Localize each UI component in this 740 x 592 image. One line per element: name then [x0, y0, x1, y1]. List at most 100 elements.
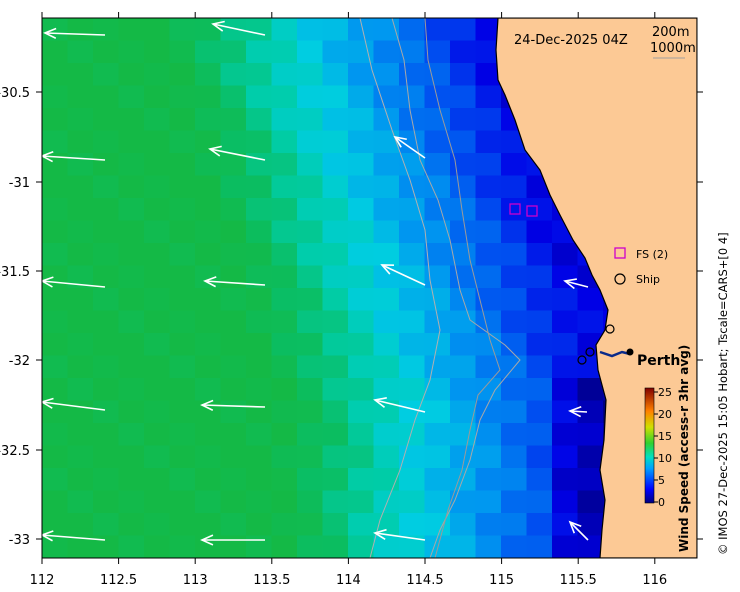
x-tick-label: 114.5: [406, 573, 443, 588]
wind-cell: [424, 243, 451, 266]
wind-cell: [297, 468, 323, 491]
timestamp: 24-Dec-2025 04Z: [514, 33, 628, 48]
wind-cell: [93, 355, 119, 379]
wind-cell: [322, 265, 349, 289]
wind-cell: [93, 153, 119, 176]
wind-cell: [399, 535, 425, 558]
wind-cell: [526, 423, 553, 446]
wind-cell: [220, 108, 247, 131]
wind-cell: [552, 400, 578, 424]
wind-cell: [373, 220, 400, 244]
wind-cell: [144, 288, 170, 311]
wind-arrow: [393, 135, 426, 159]
wind-arrow: [373, 528, 426, 541]
wind-cell: [475, 85, 502, 109]
wind-cell: [424, 63, 451, 86]
plot-frame: [41, 17, 698, 559]
wind-cell: [450, 243, 476, 266]
wind-cell: [399, 468, 425, 491]
wind-cell: [373, 400, 400, 424]
wind-arrow: [200, 399, 266, 411]
wind-cell: [169, 288, 196, 311]
wind-cell: [144, 153, 170, 176]
wind-cell: [118, 198, 145, 221]
wind-cell: [501, 445, 527, 469]
y-tick-label: -30.5: [0, 86, 30, 101]
wind-cell: [220, 265, 247, 289]
wind-cell: [399, 423, 425, 446]
contour-legend-1000m: 1000m: [650, 41, 696, 56]
y-tick-label: -31.5: [0, 265, 30, 280]
wind-cell: [144, 490, 170, 514]
wind-cell: [475, 490, 502, 514]
wind-cell: [577, 400, 604, 424]
wind-cell: [118, 423, 145, 446]
wind-cell: [577, 288, 604, 311]
wind-cell: [450, 513, 476, 536]
wind-cell: [220, 220, 247, 244]
wind-cell: [195, 400, 221, 424]
wind-cell: [475, 423, 502, 446]
x-tick-label: 115.5: [560, 573, 597, 588]
wind-cell: [220, 243, 247, 266]
wind-cell: [195, 18, 221, 41]
wind-cell: [501, 220, 527, 244]
wind-cell: [42, 490, 68, 514]
wind-cell: [475, 265, 502, 289]
wind-cell: [501, 400, 527, 424]
wind-cell: [373, 243, 400, 266]
wind-cell: [348, 108, 374, 131]
wind-cell: [399, 288, 425, 311]
wind-cell: [348, 468, 374, 491]
wind-cell: [322, 220, 349, 244]
wind-cell: [348, 288, 374, 311]
wind-cell: [93, 130, 119, 154]
wind-cell: [144, 40, 170, 64]
wind-cell: [373, 535, 400, 558]
wind-cell: [322, 85, 349, 109]
wind-cell: [475, 445, 502, 469]
wind-cell: [348, 130, 374, 154]
wind-cell: [526, 490, 553, 514]
y-tick-label: -32: [9, 354, 30, 369]
wind-cell: [297, 355, 323, 379]
wind-cell: [93, 445, 119, 469]
swan-river: [599, 350, 631, 358]
wind-cell: [552, 445, 578, 469]
wind-cell: [297, 220, 323, 244]
wind-cell: [42, 288, 68, 311]
wind-cell: [67, 108, 94, 131]
wind-cell: [424, 490, 451, 514]
wind-cell: [246, 153, 272, 176]
wind-cell: [399, 400, 425, 424]
wind-cell: [271, 198, 298, 221]
wind-cell: [297, 198, 323, 221]
wind-cell: [577, 490, 604, 514]
wind-cell: [475, 198, 502, 221]
wind-cell: [348, 220, 374, 244]
wind-cell: [577, 535, 604, 558]
wind-cell: [526, 535, 553, 558]
wind-cell: [144, 85, 170, 109]
wind-cell: [424, 220, 451, 244]
wind-cell: [373, 108, 400, 131]
wind-cell: [424, 198, 451, 221]
wind-arrow: [200, 534, 265, 546]
fs-legend-label: FS (2): [636, 248, 668, 261]
wind-cell: [450, 378, 476, 401]
wind-cell: [297, 63, 323, 86]
wind-cell: [501, 243, 527, 266]
wind-cell: [552, 288, 578, 311]
wind-cell: [195, 513, 221, 536]
wind-cell: [424, 513, 451, 536]
wind-cell: [67, 243, 94, 266]
wind-arrow: [42, 276, 106, 288]
wind-cell: [220, 198, 247, 221]
wind-cell: [322, 333, 349, 356]
wind-cell: [424, 175, 451, 199]
wind-cell: [475, 400, 502, 424]
wind-cell: [246, 198, 272, 221]
wind-cell: [195, 243, 221, 266]
wind-cell: [144, 535, 170, 558]
wind-cell: [322, 355, 349, 379]
